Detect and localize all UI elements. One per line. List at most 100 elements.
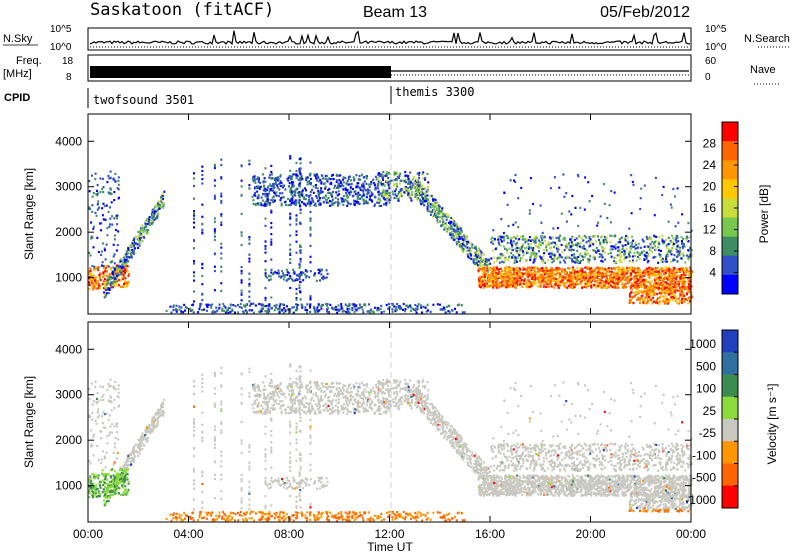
- power-cell: [499, 262, 501, 264]
- power-cell: [102, 261, 104, 263]
- power-cell: [450, 228, 452, 230]
- power-cell: [296, 223, 298, 225]
- power-cell: [663, 277, 665, 279]
- power-cell: [549, 236, 551, 238]
- power-cell: [689, 296, 691, 298]
- power-cell: [270, 244, 272, 246]
- power-cell: [594, 276, 596, 278]
- power-cell: [530, 243, 532, 245]
- power-cell: [413, 186, 415, 188]
- power-cell: [472, 247, 474, 249]
- power-cell: [396, 186, 398, 188]
- power-cell: [300, 260, 302, 262]
- power-cell: [672, 237, 674, 239]
- power-cell: [394, 190, 396, 192]
- power-cell: [630, 291, 632, 293]
- power-cell: [492, 249, 494, 251]
- power-cell: [335, 191, 337, 193]
- power-cell: [672, 259, 674, 261]
- power-cell: [405, 175, 407, 177]
- power-cell: [315, 195, 317, 197]
- power-cell: [241, 272, 243, 274]
- power-cell: [321, 269, 323, 271]
- power-cell: [565, 247, 567, 249]
- power-cell: [398, 177, 400, 179]
- power-cell: [296, 200, 298, 202]
- power-cell: [128, 273, 130, 275]
- power-cell: [270, 239, 272, 241]
- power-cell: [124, 269, 126, 271]
- power-cell: [683, 283, 685, 285]
- power-cell: [296, 177, 298, 179]
- power-cell: [647, 260, 649, 262]
- power-cell: [663, 299, 665, 301]
- power-cell: [399, 175, 401, 177]
- power-cell: [563, 284, 565, 286]
- power-cell: [193, 275, 195, 277]
- power-cell: [289, 262, 291, 264]
- power-cell: [555, 274, 557, 276]
- power-cell: [494, 238, 496, 240]
- power-cell: [506, 271, 508, 273]
- power-cell: [343, 195, 345, 197]
- power-cell: [447, 214, 449, 216]
- power-cell: [658, 271, 660, 273]
- power-cell: [623, 275, 625, 277]
- power-cell: [460, 236, 462, 238]
- power-cell: [350, 203, 352, 205]
- power-cell: [305, 198, 307, 200]
- cpid-program-1: twofsound 3501: [93, 93, 194, 107]
- power-cell: [370, 181, 372, 183]
- power-cell: [327, 192, 329, 194]
- power-cell: [589, 245, 591, 247]
- power-cell: [123, 283, 125, 285]
- power-cell: [606, 236, 608, 238]
- power-cell: [106, 205, 108, 207]
- power-cell: [658, 243, 660, 245]
- power-cell: [310, 182, 312, 184]
- power-cell: [674, 267, 676, 269]
- power-cell: [576, 237, 578, 239]
- power-cell: [633, 302, 635, 304]
- power-cell: [474, 263, 476, 265]
- power-cell: [328, 188, 330, 190]
- power-cell: [136, 243, 138, 245]
- power-cell: [355, 174, 357, 176]
- power-cell: [116, 217, 118, 219]
- power-cell: [344, 177, 346, 179]
- power-cell: [269, 204, 271, 206]
- nsky-tick-top: 10^5: [50, 24, 72, 35]
- power-cell: [583, 279, 585, 281]
- power-cell: [544, 273, 546, 275]
- power-cell: [601, 235, 603, 237]
- power-cell: [399, 173, 401, 175]
- power-cell: [301, 194, 303, 196]
- power-cell: [447, 216, 449, 218]
- power-cell: [318, 272, 320, 274]
- power-cell: [543, 249, 545, 251]
- power-cell: [320, 181, 322, 183]
- power-cell: [381, 311, 383, 313]
- power-cell: [679, 295, 681, 297]
- power-cell: [287, 204, 289, 206]
- power-cell: [528, 269, 530, 271]
- power-cell: [294, 191, 296, 193]
- power-cell: [505, 248, 507, 250]
- power-cell: [630, 248, 632, 250]
- power-cell: [102, 283, 104, 285]
- power-cell: [193, 218, 195, 220]
- power-cell: [260, 202, 262, 204]
- power-cell: [427, 209, 429, 211]
- power-cell: [476, 252, 478, 254]
- power-cell: [265, 181, 267, 183]
- power-cell: [292, 269, 294, 271]
- power-cell: [258, 180, 260, 182]
- power-cell: [588, 258, 590, 260]
- power-cell: [658, 287, 660, 289]
- power-cell: [152, 213, 154, 215]
- power-cell: [642, 240, 644, 242]
- power-cell: [106, 234, 108, 236]
- power-cell: [289, 258, 291, 260]
- power-cell: [591, 269, 593, 271]
- power-cell: [241, 244, 243, 246]
